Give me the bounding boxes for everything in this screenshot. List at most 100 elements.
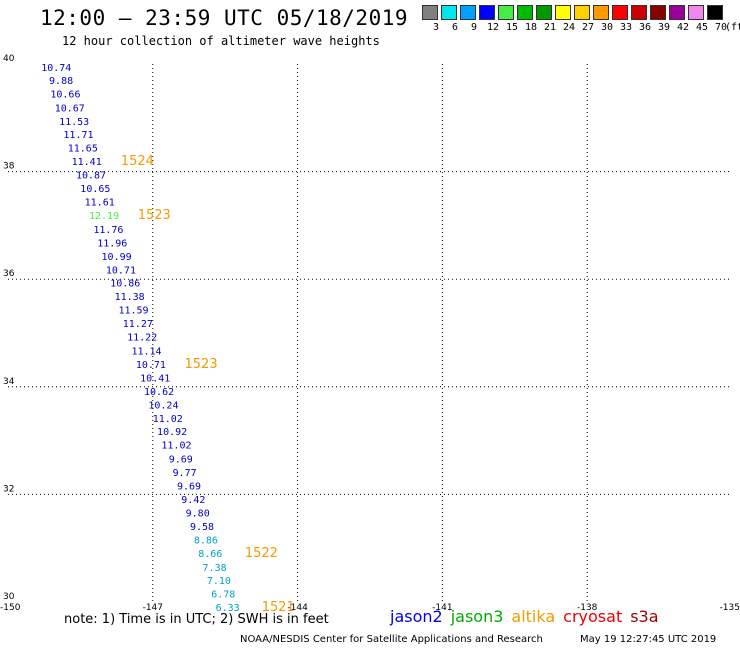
wave-height-label: 10.74 bbox=[41, 63, 71, 74]
scale-swatch bbox=[688, 5, 704, 20]
wave-height-label: 7.10 bbox=[207, 576, 231, 587]
wave-height-label: 6.78 bbox=[211, 590, 235, 601]
wave-height-label: 11.96 bbox=[97, 238, 127, 249]
scale-label: 42 bbox=[676, 22, 690, 33]
scale-swatch bbox=[479, 5, 495, 20]
scale-label: 15 bbox=[505, 22, 519, 33]
scale-swatch bbox=[631, 5, 647, 20]
scale-label: 3 bbox=[432, 22, 440, 33]
map-subtitle: 12 hour collection of altimeter wave hei… bbox=[62, 34, 380, 48]
scale-swatch bbox=[460, 5, 476, 20]
wave-height-label: 10.24 bbox=[148, 400, 178, 411]
scale-swatch bbox=[593, 5, 609, 20]
wave-height-label: 11.27 bbox=[123, 319, 153, 330]
wave-height-label: 11.59 bbox=[118, 306, 148, 317]
wave-height-label: 9.69 bbox=[169, 455, 193, 466]
lon-tick-label: -138 bbox=[577, 603, 598, 613]
scale-swatch bbox=[707, 5, 723, 20]
scale-unit: (ft) bbox=[724, 22, 740, 33]
cycle-number-label: 1523 bbox=[185, 357, 218, 372]
wave-height-label: 10.92 bbox=[157, 427, 187, 438]
wave-height-label: 11.02 bbox=[153, 414, 183, 425]
lat-tick-label: 30 bbox=[3, 592, 15, 602]
wave-height-label: 11.02 bbox=[161, 441, 191, 452]
scale-label: 27 bbox=[581, 22, 595, 33]
map-title: 12:00 – 23:59 UTC 05/18/2019 bbox=[40, 6, 409, 30]
scale-label: 39 bbox=[657, 22, 671, 33]
lat-tick-label: 38 bbox=[3, 162, 15, 172]
cycle-number-label: 1522 bbox=[245, 546, 278, 561]
wave-height-label: 9.42 bbox=[181, 495, 205, 506]
wave-height-label: 11.14 bbox=[131, 347, 161, 358]
wave-height-label: 8.86 bbox=[194, 535, 218, 546]
wave-height-label: 10.87 bbox=[76, 171, 106, 182]
generated-timestamp: May 19 12:27:45 UTC 2019 bbox=[580, 634, 717, 645]
scale-label: 36 bbox=[638, 22, 652, 33]
lat-tick-label: 36 bbox=[3, 269, 15, 279]
wave-height-label: 7.38 bbox=[203, 563, 227, 574]
lat-tick-label: 32 bbox=[3, 484, 14, 494]
satellite-legend-item: altika bbox=[511, 607, 556, 626]
satellite-legend-item: jason3 bbox=[450, 607, 504, 626]
scale-swatch bbox=[517, 5, 533, 20]
wave-height-label: 11.38 bbox=[115, 292, 145, 303]
scale-swatch bbox=[555, 5, 571, 20]
lon-tick-label: -141 bbox=[432, 603, 452, 613]
lon-tick-label: -150 bbox=[0, 603, 21, 613]
lon-tick-label: -135 bbox=[720, 603, 740, 613]
wave-height-label: 11.76 bbox=[93, 225, 123, 236]
cycle-number-label: 1523 bbox=[138, 208, 171, 223]
wave-height-label: 11.53 bbox=[59, 117, 89, 128]
scale-swatch bbox=[669, 5, 685, 20]
satellite-legend-item: s3a bbox=[630, 607, 659, 626]
scale-label: 70 bbox=[714, 22, 728, 33]
wave-height-label: 9.88 bbox=[49, 76, 73, 87]
wave-height-label: 10.67 bbox=[55, 103, 85, 114]
wave-height-label: 10.99 bbox=[102, 252, 132, 263]
lat-tick-label: 40 bbox=[3, 54, 15, 64]
wave-height-label: 10.41 bbox=[140, 373, 170, 384]
wave-height-label: 9.77 bbox=[173, 468, 197, 479]
satellite-legend-item: cryosat bbox=[563, 607, 623, 626]
scale-label: 6 bbox=[451, 22, 459, 33]
wave-height-label: 11.71 bbox=[63, 130, 93, 141]
scale-label: 24 bbox=[562, 22, 576, 33]
wave-height-label: 10.71 bbox=[106, 265, 136, 276]
satellite-legend: jason2 jason3 altika cryosat s3a bbox=[390, 607, 667, 626]
wave-height-label: 9.80 bbox=[186, 508, 210, 519]
scale-label: 12 bbox=[486, 22, 500, 33]
wave-height-label: 11.41 bbox=[72, 157, 102, 168]
scale-swatch bbox=[574, 5, 590, 20]
cycle-number-label: 1524 bbox=[121, 154, 154, 169]
scale-label: 18 bbox=[524, 22, 538, 33]
scale-swatch bbox=[422, 5, 438, 20]
units-note: note: 1) Time is in UTC; 2) SWH is in fe… bbox=[64, 612, 329, 627]
scale-label: 9 bbox=[470, 22, 478, 33]
satellite-legend-item: jason2 bbox=[390, 607, 443, 626]
wave-height-label: 11.61 bbox=[85, 197, 115, 208]
wave-height-label: 11.22 bbox=[127, 333, 157, 344]
scale-swatch bbox=[498, 5, 514, 20]
scale-label: 21 bbox=[543, 22, 557, 33]
wave-height-label: 10.62 bbox=[144, 387, 174, 398]
wave-height-label: 9.58 bbox=[190, 522, 214, 533]
wave-height-label: 9.69 bbox=[177, 482, 201, 493]
cycle-number-label: 1521 bbox=[262, 600, 295, 615]
scale-label: 33 bbox=[619, 22, 633, 33]
wave-height-label: 8.66 bbox=[198, 549, 222, 560]
wave-height-label: 11.65 bbox=[68, 144, 98, 155]
scale-swatch bbox=[612, 5, 628, 20]
wave-height-label: 10.86 bbox=[110, 279, 140, 290]
scale-label: 45 bbox=[695, 22, 709, 33]
wave-height-label: 10.66 bbox=[50, 89, 80, 100]
lat-tick-label: 34 bbox=[3, 377, 15, 387]
scale-label: 30 bbox=[600, 22, 614, 33]
wave-height-label: 12.19 bbox=[89, 211, 119, 222]
scale-swatch bbox=[650, 5, 666, 20]
wave-height-label: 10.65 bbox=[80, 184, 110, 195]
lon-tick-label: -144 bbox=[287, 603, 308, 613]
wave-height-label: 6.33 bbox=[216, 603, 240, 614]
scale-swatch bbox=[441, 5, 457, 20]
scale-swatch bbox=[536, 5, 552, 20]
